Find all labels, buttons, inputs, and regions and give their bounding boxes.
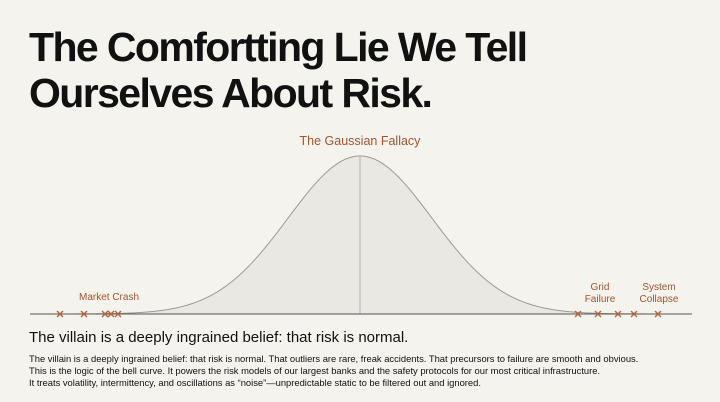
event-label: Grid bbox=[591, 282, 610, 293]
event-label: Market Crash bbox=[79, 292, 139, 303]
title-line: The Comfortting Lie We Tell bbox=[29, 24, 526, 70]
title-line: Ourselves About Risk. bbox=[29, 70, 431, 116]
outlier-marker bbox=[614, 310, 622, 318]
body-line: This is the logic of the bell curve. It … bbox=[29, 365, 600, 376]
outlier-marker bbox=[80, 310, 88, 318]
outlier-marker bbox=[114, 310, 122, 318]
event-label: System bbox=[642, 282, 675, 293]
body-line: It treats volatility, intermittency, and… bbox=[29, 377, 481, 388]
outlier-marker bbox=[56, 310, 64, 318]
event-label: Failure bbox=[585, 294, 616, 305]
outlier-marker bbox=[654, 310, 662, 318]
outlier-marker bbox=[594, 310, 602, 318]
outlier-marker bbox=[574, 310, 582, 318]
outlier-markers bbox=[56, 310, 662, 318]
outlier-marker bbox=[630, 310, 638, 318]
outlier-marker bbox=[107, 310, 115, 318]
subtitle: The villain is a deeply ingrained belief… bbox=[29, 329, 408, 346]
curve-label: The Gaussian Fallacy bbox=[300, 134, 422, 148]
outlier-marker bbox=[101, 310, 109, 318]
event-label: Collapse bbox=[640, 294, 679, 305]
body-line: The villain is a deeply ingrained belief… bbox=[29, 353, 638, 364]
